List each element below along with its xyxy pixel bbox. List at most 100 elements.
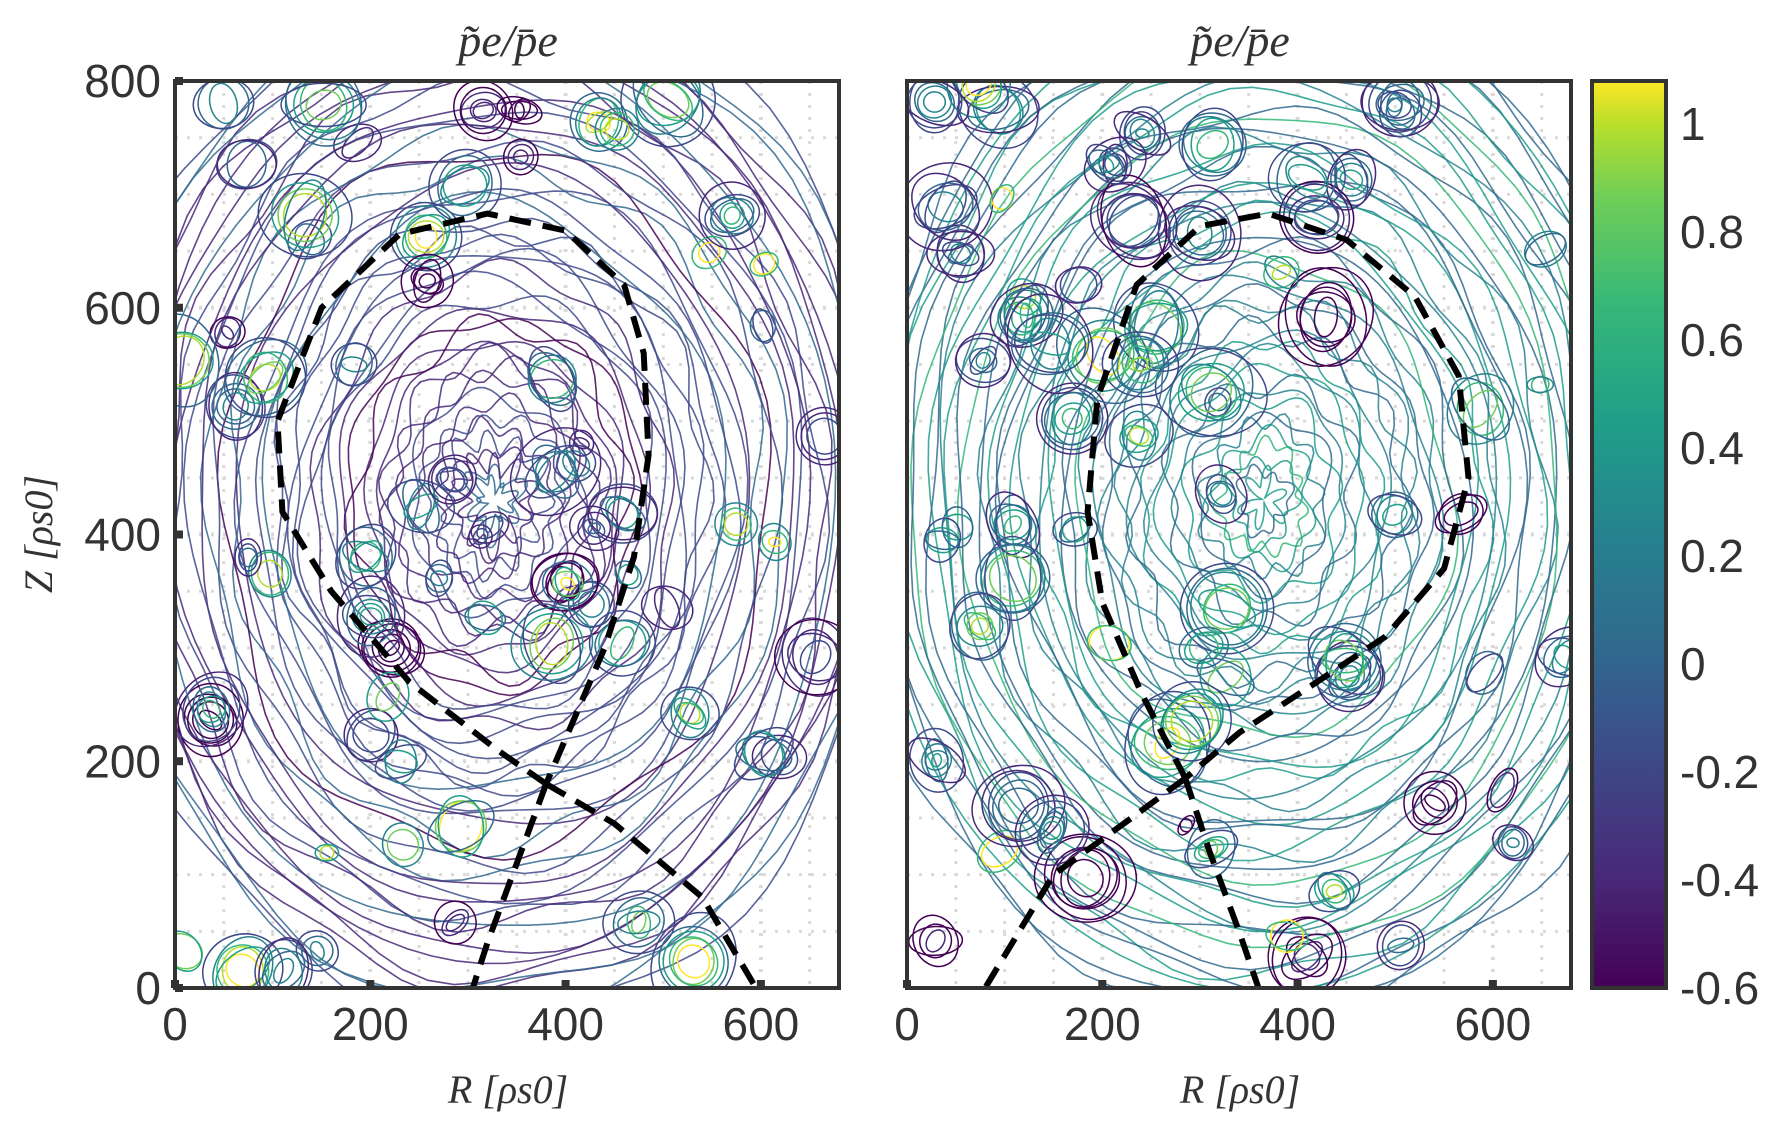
contour-blob: [1526, 376, 1555, 394]
contour-blob: [261, 950, 306, 988]
left-panel-title: p̃e/p̄e: [455, 15, 558, 66]
contour-blob: [698, 241, 721, 264]
contour-blob: [453, 81, 514, 142]
contour-blob: [936, 224, 985, 284]
contour-blob: [1308, 870, 1361, 913]
contour-blob: [1412, 780, 1458, 826]
contour-blob: [514, 101, 525, 119]
contour-blob: [617, 910, 661, 935]
contour-blob: [614, 560, 643, 590]
contour-blob: [1205, 480, 1237, 508]
contour-blob: [691, 235, 728, 270]
contour-blob: [1284, 267, 1368, 367]
contour-blob: [1317, 871, 1352, 911]
contour-line: [910, 81, 1571, 971]
contour-blob: [1178, 626, 1230, 669]
contour-line: [418, 414, 566, 600]
contour-blob: [280, 82, 367, 128]
contour-blob: [1466, 653, 1504, 693]
contour-blob: [340, 356, 368, 373]
contour-blob: [1101, 192, 1167, 249]
contour-line: [1170, 389, 1347, 612]
contour-blob: [183, 693, 238, 747]
contour-line: [199, 123, 788, 882]
contour-blob: [1293, 942, 1321, 971]
contour-blob: [587, 486, 658, 541]
contour-blob: [1003, 515, 1023, 535]
colorbar-ticks: 1 0.8 0.6 0.4 0.2 0 -0.2 -0.4 -0.6: [1680, 98, 1759, 1014]
contour-line: [261, 191, 727, 791]
contour-blob: [470, 511, 510, 544]
contour-blob: [1029, 317, 1071, 370]
contour-blob: [781, 617, 839, 697]
left-panel: p̃e/p̄e 0 200 400 600 0 200 400 600 800 R [ρs0]…: [16, 15, 841, 1112]
contour-blob: [175, 930, 203, 972]
contour-blob: [283, 179, 327, 252]
contour-line: [395, 369, 594, 624]
contour-blob: [806, 417, 839, 455]
contour-line: [175, 81, 839, 988]
contour-blob: [662, 930, 725, 988]
contour-blob: [1202, 583, 1252, 634]
x-tick-mark: [1098, 980, 1107, 988]
contour-line: [1196, 413, 1326, 581]
contour-blob: [989, 503, 1037, 547]
contour-blob: [1193, 836, 1229, 862]
contour-blob: [1086, 624, 1132, 662]
contour-line: [343, 313, 635, 688]
contour-blob: [1184, 829, 1239, 869]
contour-blob: [1135, 128, 1150, 139]
contour-blob: [1116, 338, 1165, 391]
contour-blob: [208, 371, 264, 441]
y-tick-label: 600: [84, 282, 161, 334]
contour-blob: [963, 612, 997, 641]
contour-blob: [1196, 129, 1229, 160]
right-x-axis-label: R [ρs0]: [1179, 1067, 1300, 1112]
contour-blob: [1042, 820, 1062, 840]
x-tick-mark: [1488, 980, 1497, 988]
contour-blob: [653, 587, 681, 629]
contour-line: [956, 105, 1571, 905]
contour-blob: [668, 936, 719, 987]
contour-blob: [950, 591, 1009, 661]
contour-blob: [175, 332, 210, 389]
contour-blob: [1501, 828, 1525, 857]
contour-blob: [975, 543, 1051, 614]
contour-line: [291, 233, 705, 775]
contour-blob: [1489, 772, 1515, 809]
contour-blob: [198, 709, 223, 731]
contour-blob: [640, 585, 694, 631]
contour-blob: [672, 937, 715, 986]
contour-blob: [760, 738, 799, 776]
contour-blob: [350, 541, 382, 573]
contour-blob: [1121, 410, 1157, 461]
contour-line: [320, 270, 667, 721]
contour-blob: [437, 795, 485, 858]
contour-line: [233, 190, 749, 815]
contour-blob: [1010, 312, 1090, 376]
contour-blob: [211, 382, 261, 430]
contour-line: [375, 340, 618, 656]
contour-blob: [496, 95, 543, 125]
contour-blob: [1311, 630, 1378, 691]
contour-blob: [472, 527, 489, 546]
contour-blob: [1041, 386, 1104, 451]
contour-blob: [427, 454, 477, 505]
right-plot-frame: [905, 79, 1573, 990]
contour-blob: [1036, 806, 1068, 854]
contour-blob: [1113, 110, 1172, 156]
contour-line: [444, 446, 540, 565]
contour-blob: [205, 374, 266, 439]
contour-blob: [338, 526, 393, 587]
contour-blob: [582, 518, 606, 539]
separatrix-leg: [982, 775, 1188, 988]
x-tick-label: 200: [1064, 998, 1141, 1050]
contour-blob: [226, 140, 267, 188]
contour-blob: [992, 779, 1045, 833]
contour-blob: [751, 734, 808, 780]
contour-blob: [383, 749, 418, 774]
contour-blob: [573, 437, 590, 450]
contour-blob: [257, 172, 353, 258]
contour-blob: [577, 590, 605, 618]
contour-line: [175, 81, 839, 988]
